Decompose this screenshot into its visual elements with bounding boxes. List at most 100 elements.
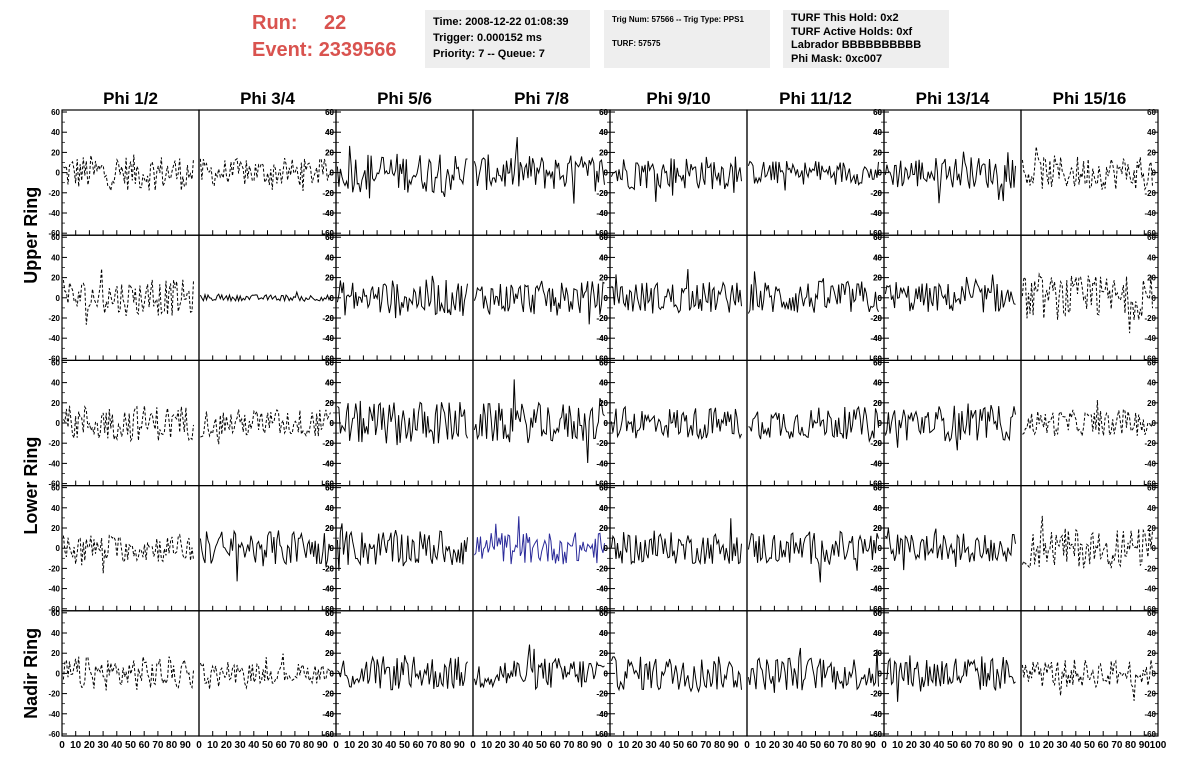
y-tick-label-r4-c3-4: -20 <box>596 690 608 699</box>
waveform-r0-c7 <box>1021 146 1153 191</box>
y-tick-label-r3-c7-6: -60 <box>1144 605 1156 614</box>
run-label: Run: <box>252 12 298 34</box>
panel-frame-r4-c2 <box>335 610 474 737</box>
y-tick-label-r0-c5-2: 20 <box>873 148 882 157</box>
y-tick-label-r2-c5-1: 40 <box>873 379 882 388</box>
turf-hold-line: TURF This Hold: 0x2 <box>791 12 899 24</box>
turf-active-line: TURF Active Holds: 0xf <box>791 25 913 38</box>
y-tick-label-r4-c7-1: 40 <box>1147 629 1156 638</box>
waveform-r2-c4 <box>610 405 742 441</box>
y-tick-label-r4-c3-5: -40 <box>596 710 608 719</box>
y-tick-label-r3-c1-6: -60 <box>322 605 334 614</box>
waveform-r2-c7 <box>1022 399 1153 437</box>
y-tick-label-r2-c1-5: -40 <box>322 459 334 468</box>
y-tick-label-r2-c2-6: -60 <box>322 480 334 489</box>
y-tick-label-r3-c4-2: 20 <box>599 524 608 533</box>
column-header-5: Phi 9/10 <box>646 89 710 108</box>
y-tick-label-r2-c2-0: 60 <box>325 358 334 367</box>
y-tick-label-r4-c7-5: -40 <box>1144 710 1156 719</box>
y-tick-label-r1-c2-0: 60 <box>325 233 334 242</box>
y-tick-label-r4-c5-6: -60 <box>870 730 882 739</box>
y-tick-label-r3-c3-4: -20 <box>596 564 608 573</box>
waveform-r3-c6 <box>884 528 1016 571</box>
waveform-r3-c7 <box>1021 515 1153 569</box>
x-tick-label-c7-2: 20 <box>1043 740 1055 751</box>
waveform-r0-c5 <box>747 160 879 191</box>
y-tick-label-r4-c6-3: 0 <box>878 669 883 678</box>
y-tick-label-r2-c0-3: 0 <box>56 419 61 428</box>
column-header-3: Phi 5/6 <box>377 89 432 108</box>
y-tick-label-r1-c5-6: -60 <box>870 354 882 363</box>
y-tick-label-r0-c2-5: -40 <box>322 209 334 218</box>
y-tick-label-r4-c6-0: 60 <box>873 609 882 618</box>
y-tick-label-r3-c4-3: 0 <box>604 544 609 553</box>
y-tick-label-r1-c7-3: 0 <box>1152 294 1157 303</box>
y-tick-label-r2-c7-5: -40 <box>1144 459 1156 468</box>
y-tick-label-r0-c7-3: 0 <box>1152 169 1157 178</box>
y-tick-label-r3-c1-3: 0 <box>330 544 335 553</box>
x-tick-label-c2-4: 40 <box>385 740 397 751</box>
y-tick-label-r1-c1-4: -20 <box>322 314 334 323</box>
y-tick-label-r1-c2-4: -20 <box>322 314 334 323</box>
y-tick-label-r2-c4-4: -20 <box>596 439 608 448</box>
waveform-r1-c2 <box>336 275 468 319</box>
y-tick-label-r0-c4-6: -60 <box>596 229 608 238</box>
y-tick-label-r2-c1-0: 60 <box>325 358 334 367</box>
y-tick-label-r4-c1-1: 40 <box>325 629 334 638</box>
y-tick-label-r0-c5-6: -60 <box>870 229 882 238</box>
x-tick-label-c6-9: 90 <box>1002 740 1014 751</box>
y-tick-label-r0-c4-1: 40 <box>599 128 608 137</box>
y-tick-label-r4-c0-5: -40 <box>48 710 60 719</box>
waveform-r2-c6 <box>884 403 1016 451</box>
y-tick-label-r3-c0-0: 60 <box>51 484 60 493</box>
y-tick-label-r1-c1-2: 20 <box>325 274 334 283</box>
y-tick-label-r2-c4-1: 40 <box>599 379 608 388</box>
y-tick-label-r0-c3-4: -20 <box>596 189 608 198</box>
y-tick-label-r3-c5-0: 60 <box>873 484 882 493</box>
y-tick-label-r4-c0-1: 40 <box>51 629 60 638</box>
panel-frame-r4-c0 <box>61 610 200 737</box>
x-tick-label-c7-4: 40 <box>1070 740 1082 751</box>
waveform-r4-c4 <box>610 656 742 694</box>
y-tick-label-r3-c5-4: -20 <box>870 564 882 573</box>
panel-frame-r3-c2 <box>335 485 474 612</box>
x-tick-label-c2-9: 90 <box>454 740 466 751</box>
y-tick-label-r4-c6-2: 20 <box>873 649 882 658</box>
y-tick-label-r4-c2-6: -60 <box>322 730 334 739</box>
y-tick-label-r0-c2-4: -20 <box>322 189 334 198</box>
row-label-nadir-ring: Nadir Ring <box>21 628 41 719</box>
y-tick-label-r3-c0-5: -40 <box>48 585 60 594</box>
y-tick-label-r4-c7-3: 0 <box>1152 669 1157 678</box>
x-tick-label-c1-5: 50 <box>262 740 274 751</box>
waveform-r0-c0 <box>63 154 194 191</box>
y-tick-label-r2-c3-5: -40 <box>596 459 608 468</box>
y-tick-label-r3-c6-1: 40 <box>873 504 882 513</box>
y-tick-label-r1-c2-2: 20 <box>325 274 334 283</box>
y-tick-label-r4-c0-2: 20 <box>51 649 60 658</box>
y-tick-label-r2-c0-0: 60 <box>51 358 60 367</box>
x-tick-label-c3-9: 90 <box>591 740 603 751</box>
y-tick-label-r3-c2-6: -60 <box>322 605 334 614</box>
y-tick-label-r0-c3-6: -60 <box>596 229 608 238</box>
y-tick-label-r1-c7-2: 20 <box>1147 274 1156 283</box>
waveform-r2-c1 <box>200 409 331 445</box>
y-tick-label-r3-c0-2: 20 <box>51 524 60 533</box>
y-tick-label-r3-c3-2: 20 <box>599 524 608 533</box>
x-tick-label-c6-3: 30 <box>920 740 932 751</box>
x-tick-label-c7-9: 90 <box>1139 740 1151 751</box>
y-tick-label-r2-c4-6: -60 <box>596 480 608 489</box>
y-tick-label-r4-c4-5: -40 <box>596 710 608 719</box>
x-tick-label-c6-5: 50 <box>947 740 959 751</box>
waveform-r3-c1 <box>199 529 331 582</box>
y-tick-label-r4-c3-3: 0 <box>604 669 609 678</box>
y-tick-label-r2-c6-5: -40 <box>870 459 882 468</box>
y-tick-label-r3-c7-1: 40 <box>1147 504 1156 513</box>
x-tick-label-c0-1: 10 <box>70 740 82 751</box>
turf-line: TURF: 57575 <box>612 39 661 48</box>
y-tick-label-r4-c6-4: -20 <box>870 690 882 699</box>
y-tick-label-r0-c7-6: -60 <box>1144 229 1156 238</box>
y-tick-label-r1-c4-4: -20 <box>596 314 608 323</box>
y-tick-label-r2-c1-1: 40 <box>325 379 334 388</box>
y-tick-label-r3-c1-1: 40 <box>325 504 334 513</box>
